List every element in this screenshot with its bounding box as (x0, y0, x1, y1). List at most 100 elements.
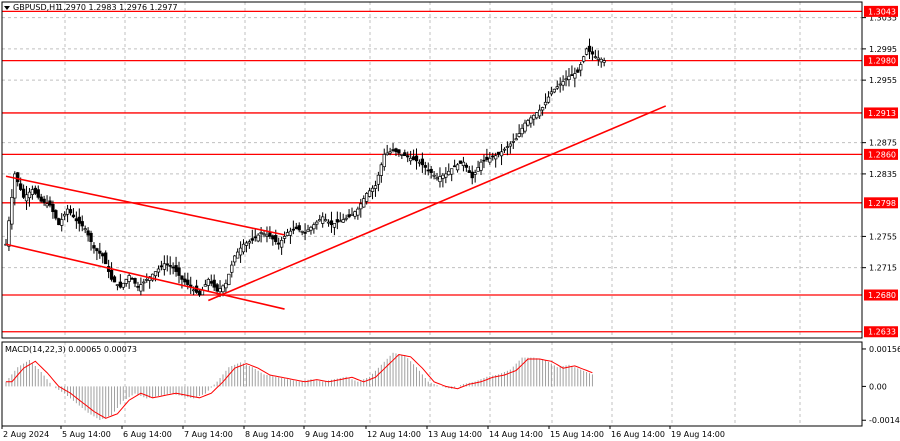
candle (505, 141, 510, 156)
candle (227, 273, 231, 286)
candle (508, 141, 512, 154)
time-tick-label: 2 Aug 2024 (3, 430, 49, 439)
candle (403, 149, 407, 157)
candle (165, 255, 169, 272)
macd-pane-frame (1, 341, 863, 427)
candle (36, 185, 40, 200)
candle (479, 159, 483, 176)
time-tick-label: 9 Aug 14:00 (305, 430, 354, 439)
macd-signal-line (6, 353, 593, 419)
price-tick-label: 1.2835 (869, 170, 897, 179)
level-tag-bg (864, 289, 898, 301)
candle (365, 192, 369, 205)
candle (244, 240, 249, 253)
ohlc-label: 1.2970 1.2983 1.2976 1.2977 (58, 3, 178, 12)
candle (511, 133, 515, 150)
candle (60, 213, 64, 232)
candle (312, 222, 316, 234)
candle (156, 265, 161, 278)
candle (89, 230, 93, 251)
candle (552, 88, 556, 94)
price-axis: 1.3035 1.2995 1.2955 1.2875 1.2835 1.2755 1.27… (862, 14, 897, 273)
candlesticks (4, 38, 606, 298)
level-tag-label: 1.2913 (868, 109, 896, 118)
price-tick-label: 1.3035 (869, 14, 897, 23)
time-axis: 2 Aug 2024 5 Aug 14:00 6 Aug 14:00 7 Aug 14… (1, 426, 725, 439)
candle (488, 151, 492, 165)
candle (241, 239, 246, 255)
level-tag-bg (864, 326, 898, 338)
level-tag-bg (864, 197, 898, 209)
candle (297, 222, 301, 233)
candle (215, 282, 219, 295)
candle (464, 162, 469, 172)
chart-header: GBPUSD,H1 1.2970 1.2983 1.2976 1.2977 MA… (4, 3, 178, 354)
candle (523, 119, 527, 134)
candle (332, 223, 337, 236)
candle (473, 169, 477, 183)
time-tick-label: 5 Aug 14:00 (62, 430, 111, 439)
candle (538, 104, 542, 119)
candle (341, 213, 345, 223)
level-tag-label: 1.3043 (868, 7, 896, 16)
price-tick-label: 1.2715 (869, 264, 897, 273)
candle (379, 162, 383, 183)
candle (306, 224, 310, 233)
candle (92, 242, 96, 254)
candle (561, 75, 565, 91)
candle (288, 227, 293, 244)
candle (54, 209, 58, 221)
candle (21, 184, 26, 200)
level-tags: 1.3043 1.2980 1.2913 1.2860 1.2798 1.2680 1.26… (864, 5, 898, 338)
candle (233, 254, 237, 266)
candle (177, 261, 181, 284)
candle (467, 165, 471, 173)
candle (367, 187, 372, 198)
level-tag-label: 1.2980 (868, 57, 896, 66)
candle (549, 86, 554, 97)
candle (581, 55, 586, 64)
candle (303, 223, 307, 241)
time-tick-label: 8 Aug 14:00 (245, 430, 294, 439)
candle (567, 68, 571, 87)
candle (142, 278, 146, 292)
candle (133, 277, 137, 288)
candle (573, 67, 577, 88)
candle (420, 152, 425, 173)
price-tick-label: 1.2755 (869, 232, 897, 241)
candle (438, 167, 442, 188)
candle (382, 148, 386, 171)
candle (499, 143, 504, 166)
candle (48, 196, 52, 208)
time-tick-label: 12 Aug 14:00 (367, 430, 421, 439)
grid (2, 2, 862, 426)
candle (579, 61, 583, 77)
candle (262, 230, 266, 238)
candle (370, 185, 375, 200)
candle (450, 168, 454, 182)
candle (444, 167, 448, 184)
support-trendline (208, 105, 667, 302)
time-tick-label: 19 Aug 14:00 (671, 430, 725, 439)
candle (80, 215, 84, 232)
candle (388, 147, 392, 156)
candle (10, 189, 14, 230)
level-tag-label: 1.2633 (868, 328, 896, 337)
candle (529, 115, 533, 128)
price-tick-label: 1.2955 (869, 76, 897, 85)
level-tag-label: 1.2860 (868, 150, 896, 159)
macd-tick-label: 0.00 (869, 382, 887, 391)
candle (98, 242, 102, 259)
candle (323, 213, 328, 222)
candle (27, 187, 32, 207)
candle (356, 206, 360, 220)
candle (51, 200, 55, 219)
candle (329, 211, 334, 233)
candle (593, 49, 598, 59)
candle (230, 260, 234, 278)
level-tag-bg (864, 148, 898, 160)
candle (385, 144, 389, 156)
macd-tick-label: 0.00156 (869, 345, 900, 354)
candle (470, 165, 474, 185)
